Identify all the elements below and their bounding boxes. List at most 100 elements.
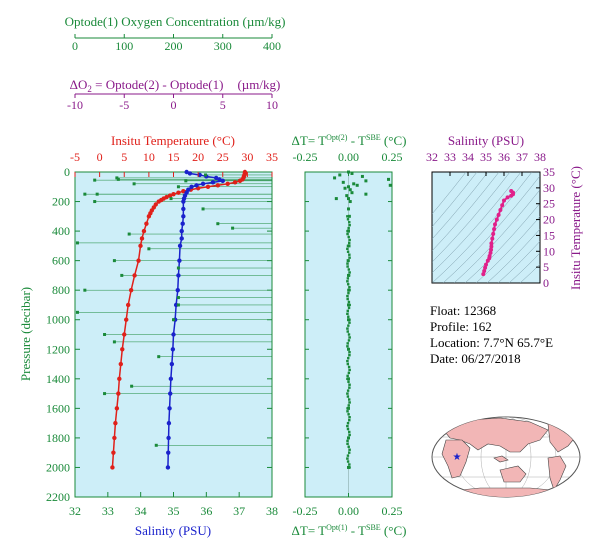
delta-t-top-title: ΔT= TOpt(2) - TSBE (°C) [292, 133, 407, 148]
temperature-point [128, 287, 134, 293]
delta-t-top-tick-label: 0.25 [382, 150, 403, 164]
delta-t-dense-point [347, 324, 350, 327]
temperature-point [118, 361, 124, 367]
salinity-point [197, 172, 202, 178]
delta-t-dense-point [346, 389, 350, 392]
salinity-point [170, 347, 176, 352]
delta-t-point [352, 182, 356, 186]
world-map: ★ [431, 416, 581, 498]
salinity-point [165, 465, 171, 470]
oxygen-point [75, 241, 79, 245]
delta-t-dense-point [348, 351, 351, 354]
delta-t-bottom-tick-label: -0.25 [293, 504, 318, 518]
temperature-tick-label: 15 [168, 150, 180, 164]
delta-t-point [345, 194, 349, 198]
delta-t-dense-point [346, 374, 349, 378]
salinity-point [220, 178, 225, 184]
ts-isopycnal [432, 172, 467, 215]
oxygen-tick-label: 100 [115, 39, 133, 53]
ts-point [492, 227, 497, 232]
pressure-tick-label: 2200 [46, 490, 70, 504]
delta-t-dense-point [346, 424, 349, 428]
delta-t-top-sup1: Opt(2) [326, 133, 348, 142]
salinity-point [166, 450, 171, 455]
delta-t-point [360, 174, 364, 178]
delta-t-dense-point [347, 268, 351, 271]
oxygen-point [75, 310, 79, 314]
delta-t-top-prefix: ΔT= T [292, 133, 327, 148]
oxygen-point [93, 178, 97, 182]
delta-t-dense-point [348, 418, 351, 422]
temperature-point [113, 420, 118, 426]
oxygen-point [112, 340, 116, 344]
oxygen-point [176, 185, 180, 189]
salinity-point [176, 273, 181, 278]
delta-t-dense-point [346, 359, 349, 363]
salinity-point [168, 391, 173, 396]
temperature-point [237, 178, 243, 184]
delta-t-dense-point [348, 318, 351, 321]
oxygen-tick-label: 200 [165, 39, 183, 53]
delta-t-point [348, 200, 352, 204]
ts-isopycnal [432, 172, 522, 274]
delta-t-outlier [334, 197, 338, 201]
ts-x-tick-label: 32 [426, 150, 438, 164]
delta-t-dense-point [346, 457, 349, 460]
delta-t-dense-point [348, 386, 351, 389]
ts-x-tick-label: 37 [516, 150, 528, 164]
temperature-point [176, 190, 181, 195]
pressure-tick-label: 200 [52, 195, 70, 209]
delta-t-dense-point [346, 330, 349, 333]
delta-t-point [387, 177, 391, 181]
ts-isopycnal [432, 172, 511, 263]
delta-t-dense-point [346, 460, 350, 463]
delta-t-dense-point [346, 421, 350, 425]
delta-t-point [347, 214, 351, 218]
temperature-point [181, 189, 186, 194]
delta-t-dense-point [347, 274, 351, 277]
delta-o2-tick-label: -5 [119, 98, 129, 112]
delta-t-dense-point [346, 345, 349, 348]
delta-t-dense-point [346, 362, 350, 366]
salinity-point [181, 214, 186, 219]
temperature-tick-label: 35 [266, 150, 278, 164]
delta-t-dense-point [346, 280, 349, 283]
temperature-tick-label: 10 [143, 150, 155, 164]
salinity-point [180, 221, 185, 226]
oxygen-point [95, 192, 99, 196]
salinity-point [166, 435, 171, 441]
delta-t-bottom-title: ΔT= TOpt(1) - TSBE (°C) [292, 523, 407, 538]
ts-x-tick-label: 35 [480, 150, 492, 164]
temperature-point [141, 228, 147, 234]
delta-t-dense-point [348, 271, 351, 274]
ts-point [502, 198, 506, 203]
map-south-america [547, 455, 567, 491]
delta-t-top-tick-label: -0.25 [293, 150, 318, 164]
delta-t-dense-point [347, 365, 351, 369]
salinity-point [213, 175, 219, 181]
salinity-point [210, 180, 216, 185]
ts-isopycnal [475, 215, 540, 283]
salinity-tick-label: 33 [102, 504, 114, 518]
delta-t-dense-point [346, 454, 350, 457]
delta-t-dense-point [346, 312, 349, 316]
delta-t-dense-point [348, 353, 351, 357]
map-eurasia [439, 417, 549, 453]
temperature-point [110, 465, 115, 470]
temperature-point [167, 193, 173, 198]
oxygen-point [130, 384, 134, 388]
delta-t-dense-point [348, 451, 351, 454]
salinity-point [177, 243, 183, 249]
oxygen-point [120, 273, 124, 277]
salinity-tick-label: 34 [135, 504, 147, 518]
pressure-tick-label: 1600 [46, 401, 70, 415]
delta-t-dense-point [346, 309, 349, 313]
map-antarctica [439, 487, 573, 497]
delta-t-dense-point [348, 256, 351, 259]
ts-isopycnal [432, 172, 478, 228]
oxygen-point [172, 318, 175, 322]
delta-t-top-sup2: SBE [366, 133, 381, 142]
oxygen-point [201, 207, 205, 211]
delta-o2-prefix: ΔO [70, 77, 88, 92]
